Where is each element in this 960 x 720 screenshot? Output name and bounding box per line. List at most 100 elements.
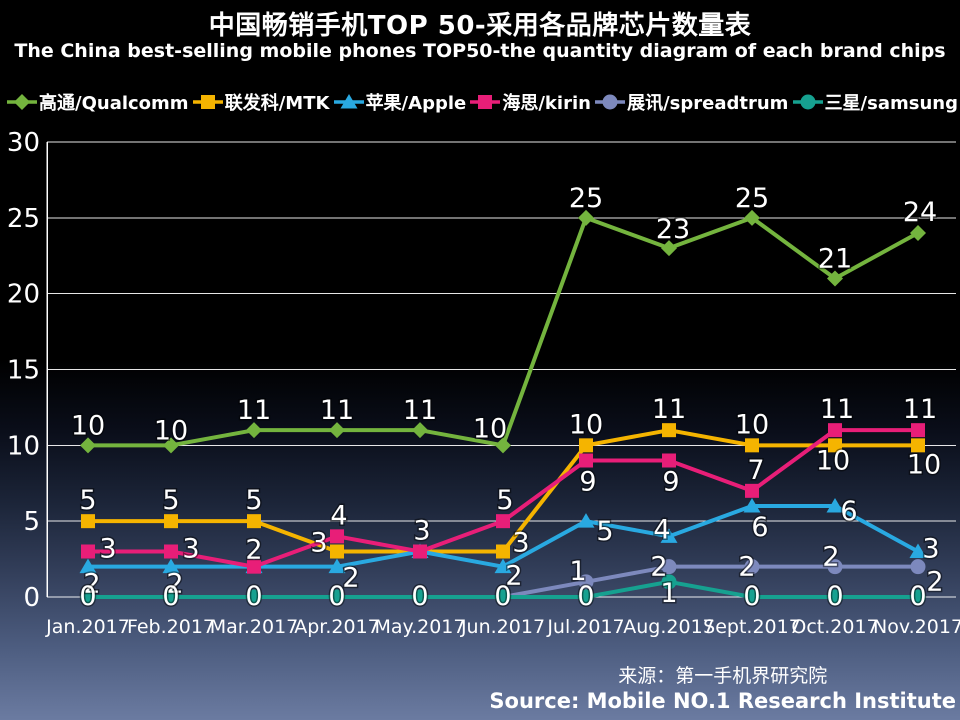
data-label-qualcomm: 10 — [473, 413, 507, 444]
legend-item-samsung: 三星/samsung — [792, 89, 958, 115]
x-axis-tick-label: Jul.2017 — [546, 616, 624, 638]
x-axis-tick-label: Feb.2017 — [127, 616, 215, 638]
qualcomm-legend-marker-shape — [14, 94, 30, 110]
y-axis-tick-label: 0 — [23, 583, 40, 613]
spreadtrum-marker — [744, 559, 760, 575]
mtk-marker — [81, 514, 95, 529]
data-label-samsung: 0 — [245, 581, 262, 612]
series-mtk — [81, 423, 925, 559]
data-label-apple: 4 — [653, 514, 670, 545]
data-label-apple: 2 — [83, 569, 100, 600]
legend-label-mtk: 联发科/MTK — [224, 93, 330, 114]
data-label-samsung: 0 — [577, 581, 594, 612]
samsung-marker — [80, 589, 96, 605]
series-line-qualcomm — [88, 215, 919, 448]
spreadtrum-legend-marker-shape — [602, 94, 618, 110]
qualcomm-marker — [412, 422, 428, 439]
data-label-kirin: 4 — [330, 500, 347, 531]
kirin-marker — [413, 544, 427, 559]
legend-item-qualcomm: 高通/Qualcomm — [6, 89, 189, 115]
data-label-mtk: 3 — [512, 528, 529, 559]
kirin-marker — [496, 514, 510, 529]
x-axis-tick-label: Sept.2017 — [703, 616, 801, 638]
kirin-marker — [247, 559, 261, 574]
x-axis-tick-label: Mar.2017 — [210, 616, 299, 638]
data-label-samsung: 0 — [162, 581, 179, 612]
chart-title: 中国畅销手机TOP 50-采用各品牌芯片数量表 — [208, 11, 752, 41]
data-label-kirin: 3 — [413, 516, 430, 547]
spreadtrum-legend-marker-icon — [595, 94, 626, 110]
qualcomm-marker — [910, 225, 926, 241]
apple-marker — [162, 558, 180, 574]
source-line-en: Source: Mobile NO.1 Research Institute — [489, 689, 956, 713]
data-label-kirin: 2 — [245, 535, 262, 566]
data-label-mtk: 10 — [569, 409, 603, 440]
qualcomm-marker — [495, 437, 511, 454]
spreadtrum-marker — [661, 559, 677, 575]
samsung-marker — [744, 589, 760, 605]
mtk-marker — [164, 514, 178, 529]
data-label-qualcomm: 21 — [818, 244, 852, 275]
mtk-marker — [828, 438, 842, 453]
data-label-qualcomm: 10 — [71, 410, 105, 441]
source-line-cn: 来源：第一手机界研究院 — [618, 665, 828, 687]
series-apple — [79, 498, 927, 574]
y-axis-tick-label: 25 — [7, 204, 40, 234]
apple-marker — [826, 498, 844, 513]
samsung-marker — [163, 589, 179, 605]
y-axis-tick-label: 20 — [7, 280, 40, 310]
data-label-apple: 2 — [342, 563, 359, 594]
spreadtrum-marker — [578, 574, 594, 590]
data-label-samsung: 0 — [328, 581, 345, 612]
data-label-apple: 2 — [166, 569, 183, 600]
data-label-spreadtrum: 1 — [569, 556, 586, 587]
mtk-marker — [496, 544, 510, 559]
samsung-marker — [246, 589, 262, 605]
legend-item-apple: 苹果/Apple — [333, 89, 467, 115]
mtk-legend-marker-shape — [200, 95, 215, 109]
spreadtrum-marker — [910, 559, 926, 575]
series-qualcomm — [80, 209, 926, 454]
apple-marker — [743, 498, 761, 513]
data-label-samsung: 0 — [826, 581, 843, 612]
data-label-qualcomm: 25 — [569, 183, 603, 214]
gridlines — [47, 141, 956, 598]
legend-label-kirin: 海思/kirin — [502, 93, 591, 114]
legend-item-spreadtrum: 展讯/spreadtrum — [594, 89, 788, 115]
x-axis-tick-label: Nov.2017 — [873, 616, 960, 638]
mtk-marker — [911, 438, 925, 453]
data-label-mtk: 5 — [162, 485, 179, 516]
apple-marker — [494, 558, 512, 574]
mtk-marker — [745, 438, 759, 453]
legend-label-apple: 苹果/Apple — [365, 93, 467, 114]
kirin-marker — [81, 544, 95, 559]
kirin-marker — [745, 483, 759, 498]
data-label-qualcomm: 11 — [237, 395, 271, 426]
kirin-marker — [330, 529, 344, 544]
data-label-qualcomm: 23 — [656, 214, 690, 245]
x-axis-tick-label: May.2017 — [375, 616, 466, 638]
data-label-kirin: 9 — [662, 467, 679, 498]
kirin-marker — [164, 544, 178, 559]
chart-subtitle: The China best-selling mobile phones TOP… — [14, 40, 946, 62]
samsung-marker — [827, 589, 843, 605]
data-label-qualcomm: 11 — [320, 395, 354, 426]
apple-marker — [328, 558, 346, 574]
data-label-qualcomm: 24 — [903, 197, 937, 228]
data-label-spreadtrum: 2 — [650, 552, 667, 583]
data-label-mtk: 10 — [907, 449, 941, 480]
apple-marker — [577, 513, 595, 528]
qualcomm-marker — [329, 422, 345, 439]
qualcomm-marker — [578, 209, 594, 226]
data-label-kirin: 7 — [747, 455, 764, 486]
kirin-marker — [828, 423, 842, 438]
mtk-marker — [247, 514, 261, 529]
samsung-marker — [661, 574, 677, 590]
data-label-spreadtrum: 2 — [738, 552, 755, 583]
data-label-samsung: 0 — [743, 581, 760, 612]
apple-marker — [660, 528, 678, 543]
data-label-samsung: 1 — [660, 578, 677, 609]
legend-label-samsung: 三星/samsung — [824, 93, 958, 114]
mtk-marker — [662, 423, 676, 438]
x-axis-tick-label: Jan.2017 — [45, 616, 130, 638]
